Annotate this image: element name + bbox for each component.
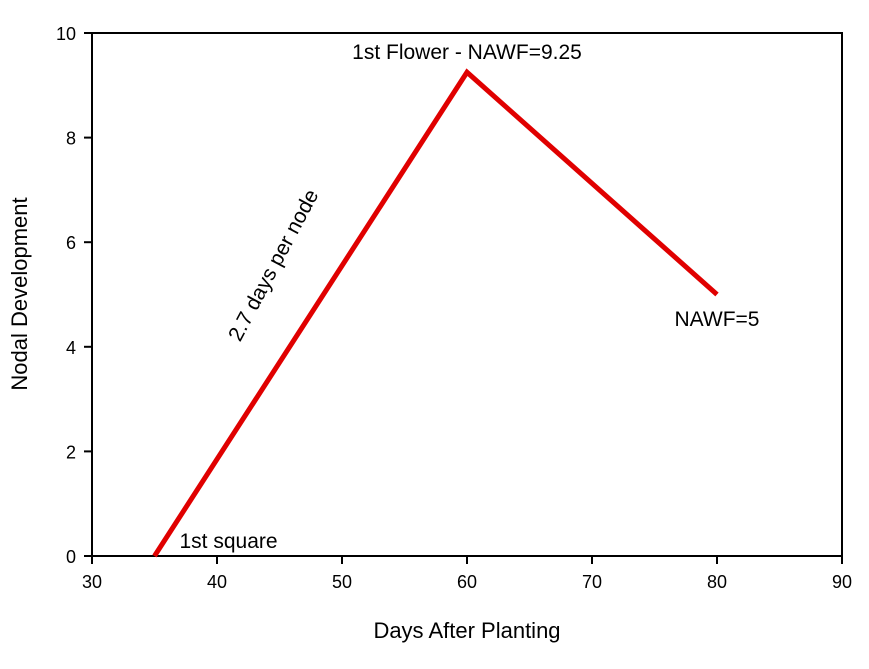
y-tick-label: 2 bbox=[66, 442, 76, 462]
x-tick-label: 40 bbox=[207, 572, 227, 592]
x-axis-label: Days After Planting bbox=[373, 618, 560, 643]
x-tick-label: 90 bbox=[832, 572, 852, 592]
x-tick-label: 50 bbox=[332, 572, 352, 592]
x-tick-label: 30 bbox=[82, 572, 102, 592]
annotation: 1st square bbox=[180, 530, 278, 553]
x-tick-label: 70 bbox=[582, 572, 602, 592]
y-axis-label: Nodal Development bbox=[7, 197, 32, 390]
annotation: 1st Flower - NAWF=9.25 bbox=[352, 41, 582, 64]
series-line bbox=[152, 68, 719, 558]
x-tick-label: 60 bbox=[457, 572, 477, 592]
y-tick-label: 6 bbox=[66, 233, 76, 253]
plot-frame bbox=[91, 32, 843, 557]
y-tick-label: 4 bbox=[66, 338, 76, 358]
annotation: NAWF=5 bbox=[675, 308, 760, 331]
y-tick-label: 0 bbox=[66, 547, 76, 567]
y-tick-label: 8 bbox=[66, 129, 76, 149]
x-tick-label: 80 bbox=[707, 572, 727, 592]
y-tick-label: 10 bbox=[56, 24, 76, 44]
